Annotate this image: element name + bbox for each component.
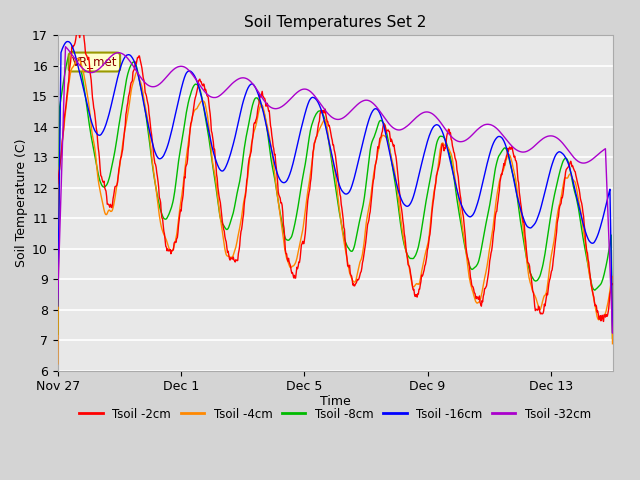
X-axis label: Time: Time — [320, 395, 351, 408]
Text: VR_met: VR_met — [72, 56, 117, 69]
Title: Soil Temperatures Set 2: Soil Temperatures Set 2 — [244, 15, 426, 30]
Y-axis label: Soil Temperature (C): Soil Temperature (C) — [15, 139, 28, 267]
Legend: Tsoil -2cm, Tsoil -4cm, Tsoil -8cm, Tsoil -16cm, Tsoil -32cm: Tsoil -2cm, Tsoil -4cm, Tsoil -8cm, Tsoi… — [75, 403, 596, 425]
